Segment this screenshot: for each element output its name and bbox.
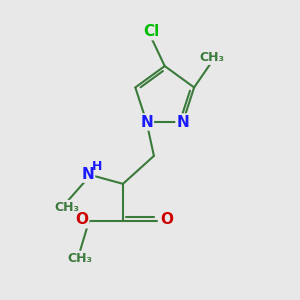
Text: O: O xyxy=(160,212,173,227)
Text: Cl: Cl xyxy=(143,24,160,39)
Text: N: N xyxy=(81,167,94,182)
Text: CH₃: CH₃ xyxy=(68,252,93,265)
Text: O: O xyxy=(75,212,88,227)
Text: H: H xyxy=(92,160,102,173)
Text: N: N xyxy=(140,115,153,130)
Text: N: N xyxy=(176,115,189,130)
Text: CH₃: CH₃ xyxy=(55,201,80,214)
Text: CH₃: CH₃ xyxy=(199,51,224,64)
